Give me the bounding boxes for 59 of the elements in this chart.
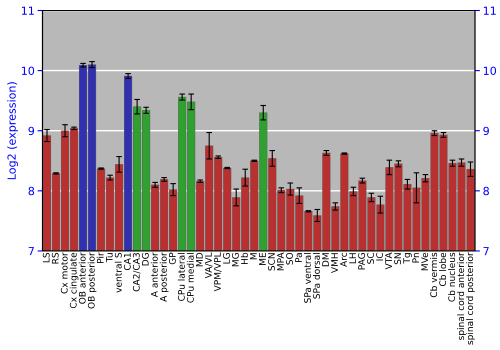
x-tick-label: Cb vermis: [430, 252, 438, 298]
y2-tick-label: 9: [483, 126, 489, 136]
x-tick-label: Pir: [96, 252, 104, 263]
x-tick-label: DM: [322, 253, 329, 266]
x-tick-label: DG: [142, 253, 149, 266]
y2-tick-label: 10: [484, 66, 496, 75]
x-tick-label: VPM/VPL: [214, 252, 222, 292]
x-tick-label: M: [250, 253, 257, 260]
x-tick-label: SCN: [268, 253, 275, 271]
y-tick-label: 10: [22, 66, 34, 75]
y-axis-title: Log2 (expression): [7, 82, 18, 180]
x-tick-label: SPa dorsal: [312, 253, 320, 299]
x-tick-label: Cx motor: [60, 252, 68, 294]
y2-tick-label: 8: [483, 186, 489, 196]
x-tick-label: Cx cingulate: [70, 252, 78, 308]
x-tick-label: MVe: [421, 252, 428, 270]
x-tick-label: CPu lateral: [178, 253, 185, 301]
x-tick-label: VTA: [385, 252, 392, 270]
y2-tick-label: 11: [484, 6, 496, 15]
x-tick-label: LH: [349, 253, 356, 264]
x-tick-label: LS: [42, 252, 50, 262]
x-tick-label: SN: [394, 253, 402, 264]
x-tick-label: MD: [196, 252, 203, 266]
x-tick-label: SPa ventral: [304, 253, 311, 303]
x-tick-label: VA/VL: [205, 252, 213, 278]
x-tick-label: Arc: [340, 252, 347, 267]
x-tick-label: OB posterior: [88, 252, 96, 309]
x-tick-label: ME: [259, 252, 266, 265]
x-tick-label: Cb lobe: [439, 252, 446, 286]
x-tick-label: Cb nucleus: [448, 252, 456, 302]
y-tick-label: 11: [22, 6, 34, 15]
x-tick-label: MPA: [277, 252, 284, 270]
y-tick-label: 7: [28, 247, 34, 256]
y-tick-label: 9: [28, 126, 34, 136]
x-tick-label: spinal cord anterior: [457, 252, 466, 340]
x-tick-label: MG: [232, 253, 239, 266]
x-tick-label: RS: [52, 252, 59, 264]
x-tick-label: Pn: [412, 253, 419, 262]
x-tick-label: A posterior: [160, 252, 169, 302]
x-tick-label: PAG: [358, 253, 365, 270]
x-tick-label: SO: [286, 252, 293, 265]
y-tick-label: 8: [28, 186, 34, 196]
x-tick-label: CA2/CA3: [132, 253, 140, 292]
x-tick-label: LG: [223, 253, 230, 264]
x-tick-label: A anterior: [150, 252, 158, 298]
x-tick-label: Tu: [106, 253, 113, 262]
x-tick-label: SC: [367, 252, 374, 264]
x-tick-label: Pa: [295, 253, 302, 262]
x-tick-label: GP: [168, 252, 176, 264]
x-tick-label: spinal cord posterior: [466, 252, 475, 345]
x-tick-label: Hb: [240, 252, 248, 264]
x-tick-label: VMH: [331, 253, 338, 274]
y2-tick-label: 7: [484, 247, 489, 256]
x-tick-label: CA1: [124, 253, 131, 270]
x-tick-label: ventral S: [114, 252, 122, 293]
x-tick-label: Tg: [403, 253, 412, 264]
x-tick-label: CPu medial: [186, 253, 194, 303]
x-tick-label: IC: [376, 252, 384, 260]
x-tick-label: OB anterior: [78, 252, 86, 304]
